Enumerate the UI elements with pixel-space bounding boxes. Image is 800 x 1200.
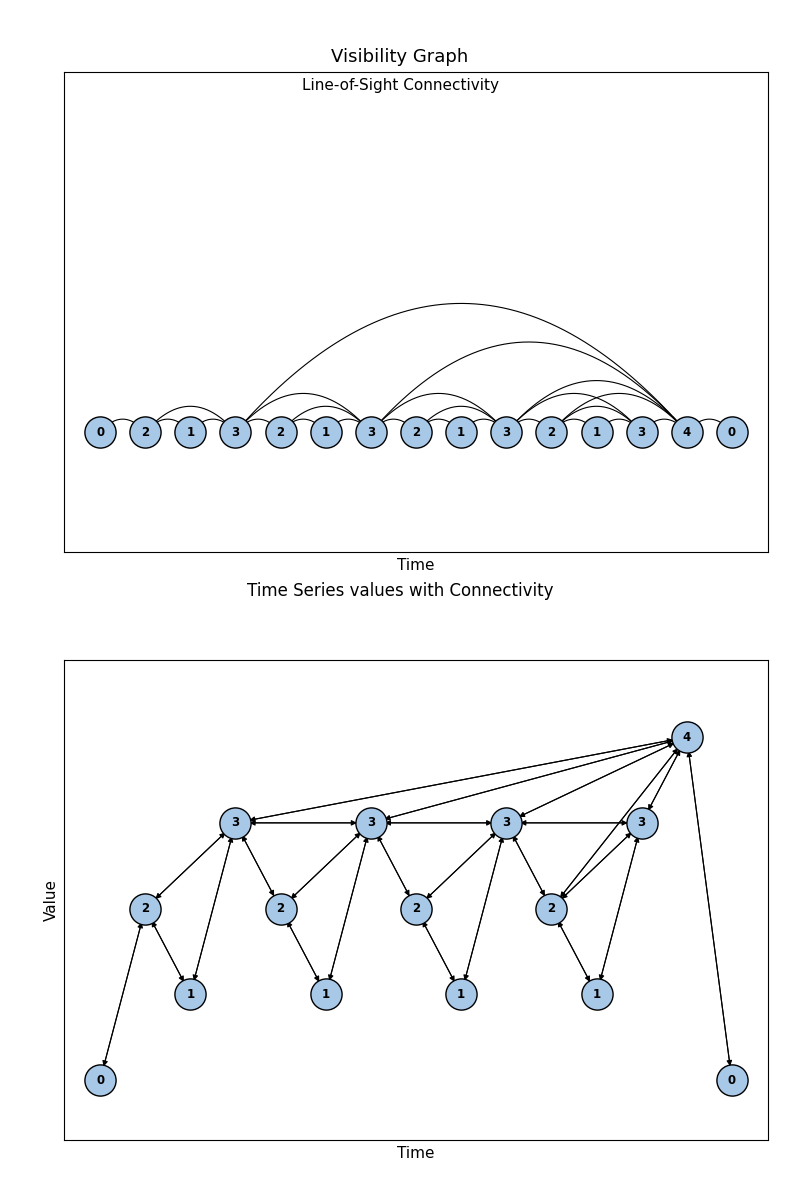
Point (454, 985, 467, 1004)
Text: 0: 0 (728, 1074, 736, 1086)
Text: 3: 3 (638, 426, 646, 438)
Y-axis label: Value: Value (43, 878, 58, 922)
Text: 3: 3 (502, 816, 510, 829)
Point (274, 899, 287, 918)
Point (139, 422, 152, 442)
Text: 1: 1 (186, 988, 194, 1001)
Text: 0: 0 (96, 426, 104, 438)
Text: Visibility Graph: Visibility Graph (331, 48, 469, 66)
Text: 3: 3 (367, 426, 375, 438)
Point (635, 422, 648, 442)
Point (680, 727, 693, 746)
Text: 1: 1 (186, 426, 194, 438)
Point (319, 422, 332, 442)
Text: 2: 2 (141, 902, 150, 916)
Text: 1: 1 (457, 426, 465, 438)
Point (229, 814, 242, 833)
X-axis label: Time: Time (398, 558, 434, 572)
Point (680, 422, 693, 442)
Text: 2: 2 (277, 902, 285, 916)
Point (229, 422, 242, 442)
Point (635, 814, 648, 833)
Text: 3: 3 (638, 816, 646, 829)
Text: 0: 0 (728, 426, 736, 438)
Point (454, 422, 467, 442)
Point (500, 814, 513, 833)
Text: 2: 2 (141, 426, 150, 438)
Point (410, 899, 422, 918)
Point (184, 422, 197, 442)
Point (94, 1070, 106, 1090)
Text: 4: 4 (682, 426, 691, 438)
Point (274, 422, 287, 442)
Text: 2: 2 (412, 902, 420, 916)
Text: 2: 2 (547, 902, 555, 916)
Text: 2: 2 (547, 426, 555, 438)
Point (365, 814, 378, 833)
Text: 1: 1 (457, 988, 465, 1001)
X-axis label: Time: Time (398, 1146, 434, 1160)
Point (545, 899, 558, 918)
Text: 1: 1 (593, 426, 601, 438)
Point (365, 422, 378, 442)
Point (184, 985, 197, 1004)
Text: 1: 1 (322, 988, 330, 1001)
Text: 4: 4 (682, 731, 691, 744)
Text: 3: 3 (367, 816, 375, 829)
Text: 3: 3 (502, 426, 510, 438)
Point (500, 422, 513, 442)
Text: 2: 2 (412, 426, 420, 438)
Text: 3: 3 (231, 426, 239, 438)
Point (410, 422, 422, 442)
Point (726, 1070, 738, 1090)
Text: Time Series values with Connectivity: Time Series values with Connectivity (246, 582, 554, 600)
Text: 3: 3 (231, 816, 239, 829)
Point (319, 985, 332, 1004)
Text: 1: 1 (322, 426, 330, 438)
Point (590, 985, 603, 1004)
Text: 0: 0 (96, 1074, 104, 1086)
Point (590, 422, 603, 442)
Point (139, 899, 152, 918)
Text: 2: 2 (277, 426, 285, 438)
Point (94, 422, 106, 442)
Point (545, 422, 558, 442)
Point (726, 422, 738, 442)
Text: 1: 1 (593, 988, 601, 1001)
Text: Line-of-Sight Connectivity: Line-of-Sight Connectivity (302, 78, 498, 92)
